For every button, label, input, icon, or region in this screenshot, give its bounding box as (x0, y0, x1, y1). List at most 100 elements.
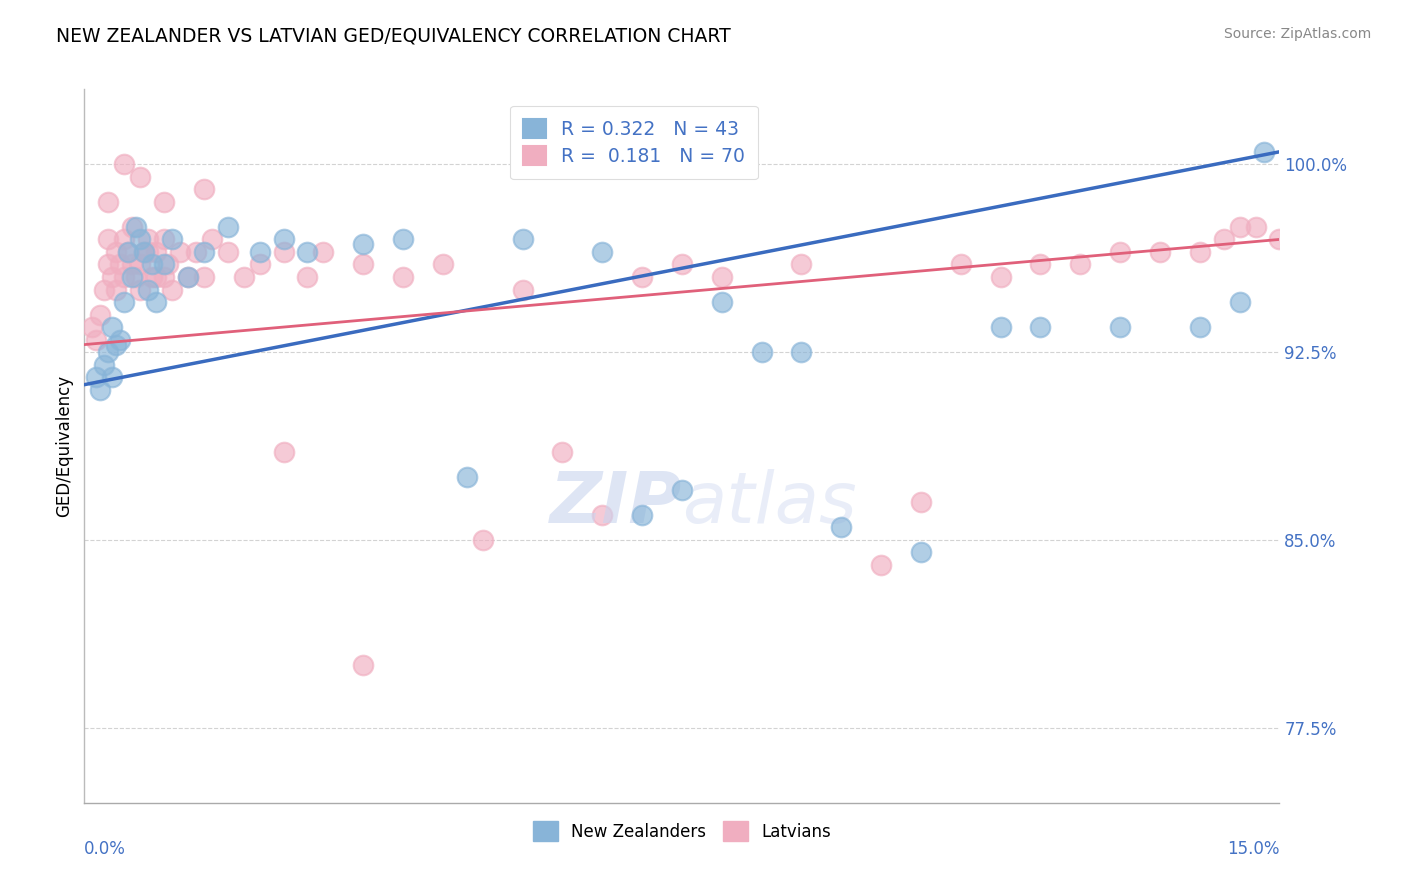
Point (129, 283, 152, 297)
Point (136, 232, 159, 246)
Point (193, 270, 215, 285)
Point (89, 308, 111, 322)
Point (671, 483, 693, 497)
Point (105, 244, 128, 259)
Point (297, 244, 319, 259)
Point (392, 232, 415, 246)
Point (160, 283, 183, 297)
Point (101, 370, 124, 384)
Point (117, 244, 139, 259)
Point (1069, 257, 1091, 271)
Point (1149, 244, 1171, 259)
Point (990, 320, 1012, 334)
Text: atlas: atlas (682, 468, 856, 538)
Text: Source: ZipAtlas.com: Source: ZipAtlas.com (1223, 27, 1371, 41)
Point (631, 270, 654, 285)
Point (160, 232, 183, 246)
Point (110, 333, 132, 347)
Point (145, 270, 167, 285)
Text: 15.0%: 15.0% (1227, 840, 1279, 858)
Point (141, 270, 163, 285)
Point (512, 283, 534, 297)
Point (145, 295, 167, 310)
Point (352, 658, 374, 673)
Point (591, 508, 613, 522)
Point (141, 257, 163, 271)
Point (1268, 232, 1291, 246)
Point (129, 257, 152, 271)
Point (1109, 244, 1132, 259)
Point (101, 270, 124, 285)
Point (136, 283, 159, 297)
Point (153, 257, 176, 271)
Point (790, 345, 813, 359)
Point (949, 257, 972, 271)
Point (273, 244, 295, 259)
Point (121, 257, 143, 271)
Point (910, 545, 932, 559)
Point (97, 232, 120, 246)
Point (82, 320, 104, 334)
Point (512, 232, 534, 246)
Point (201, 232, 224, 246)
Point (1229, 219, 1251, 234)
Point (112, 232, 135, 246)
Point (112, 157, 135, 171)
Point (232, 270, 254, 285)
Point (97, 194, 120, 209)
Point (551, 445, 574, 459)
Point (105, 337, 128, 351)
Point (177, 270, 200, 285)
Point (121, 219, 143, 234)
Point (297, 270, 319, 285)
Point (145, 244, 167, 259)
Point (249, 257, 271, 271)
Point (1229, 295, 1251, 310)
Point (1188, 244, 1211, 259)
Point (193, 182, 215, 196)
Y-axis label: GED/Equivalency: GED/Equivalency (55, 375, 73, 517)
Text: NEW ZEALANDER VS LATVIAN GED/EQUIVALENCY CORRELATION CHART: NEW ZEALANDER VS LATVIAN GED/EQUIVALENCY… (56, 27, 731, 45)
Point (710, 295, 733, 310)
Text: ZIP: ZIP (550, 468, 682, 538)
Point (93, 283, 115, 297)
Point (1244, 219, 1267, 234)
Point (591, 244, 613, 259)
Point (631, 508, 654, 522)
Point (312, 244, 335, 259)
Point (93, 358, 115, 372)
Point (153, 232, 176, 246)
Point (830, 520, 852, 534)
Point (217, 219, 239, 234)
Point (671, 257, 693, 271)
Point (89, 383, 111, 397)
Point (105, 283, 128, 297)
Point (125, 270, 148, 285)
Point (1253, 145, 1275, 159)
Point (352, 237, 374, 252)
Point (910, 495, 932, 509)
Point (1109, 320, 1132, 334)
Point (86, 333, 108, 347)
Point (110, 257, 132, 271)
Point (456, 470, 478, 484)
Point (751, 345, 773, 359)
Point (132, 244, 156, 259)
Point (117, 244, 139, 259)
Point (471, 533, 494, 547)
Point (352, 257, 374, 271)
Point (273, 232, 295, 246)
Legend: New Zealanders, Latvians: New Zealanders, Latvians (526, 814, 838, 848)
Point (129, 232, 152, 246)
Point (153, 194, 176, 209)
Point (432, 257, 454, 271)
Point (86, 370, 108, 384)
Point (392, 270, 415, 285)
Point (1212, 232, 1234, 246)
Point (129, 169, 152, 184)
Point (217, 244, 239, 259)
Point (710, 270, 733, 285)
Point (249, 244, 271, 259)
Point (97, 257, 120, 271)
Point (136, 244, 159, 259)
